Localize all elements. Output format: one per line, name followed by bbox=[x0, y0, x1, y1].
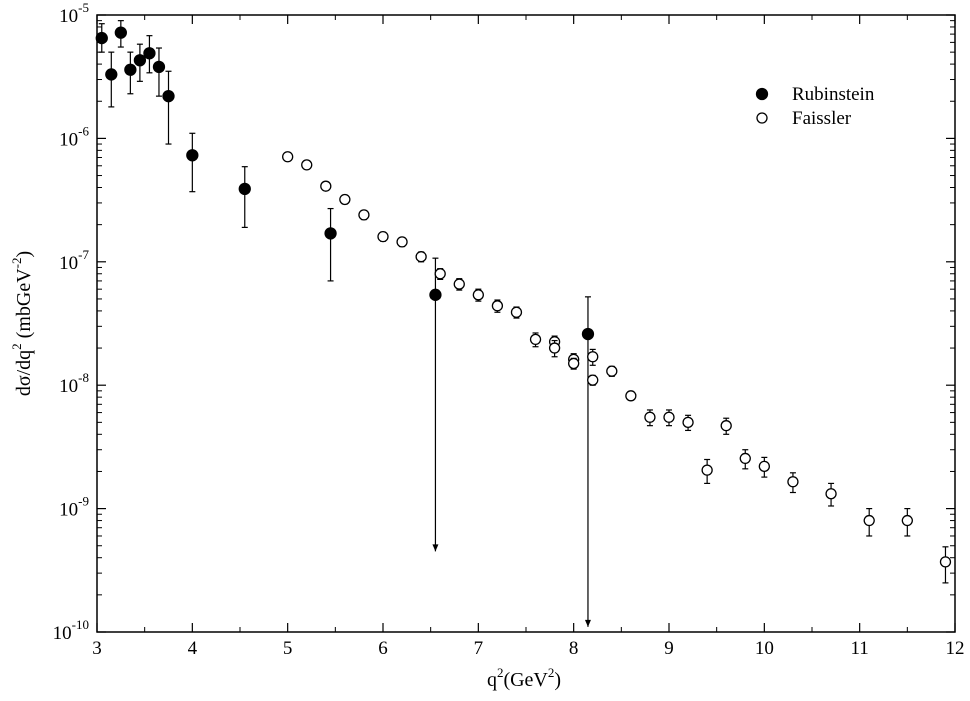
x-tick-label: 11 bbox=[851, 638, 869, 659]
error-bar bbox=[189, 132, 196, 193]
x-tick-label: 6 bbox=[378, 638, 388, 659]
data-point bbox=[720, 420, 732, 432]
x-tick-label: 8 bbox=[569, 638, 579, 659]
data-point bbox=[143, 47, 156, 60]
x-tick-label: 5 bbox=[283, 638, 293, 659]
data-point bbox=[625, 390, 637, 402]
error-bar bbox=[241, 166, 248, 229]
data-point bbox=[863, 514, 875, 527]
plot-series bbox=[95, 20, 952, 627]
data-point bbox=[581, 327, 595, 341]
data-point bbox=[682, 416, 694, 428]
data-point bbox=[152, 60, 166, 74]
data-point bbox=[739, 452, 751, 465]
data-point bbox=[453, 278, 465, 290]
error-bar-arrow bbox=[584, 619, 591, 627]
data-point bbox=[238, 182, 251, 196]
y-tick-label: 10-7 bbox=[59, 247, 89, 274]
data-point bbox=[939, 556, 952, 568]
data-point bbox=[568, 357, 580, 370]
axis-titles: q2(GeV2) dσ/dq2 (mbGeV-2) bbox=[9, 251, 561, 691]
data-point bbox=[606, 365, 618, 377]
x-tick-label: 10 bbox=[755, 638, 774, 659]
data-point bbox=[663, 411, 675, 423]
y-tick-label: 10-6 bbox=[59, 123, 89, 150]
data-point bbox=[787, 476, 799, 488]
axes: 3 4 5 6 7 8 9 10 11 12 10-10 10-9 10-8 10-7 10-6 10-5 bbox=[53, 0, 965, 659]
data-point bbox=[510, 306, 523, 318]
x-tick-label: 7 bbox=[474, 638, 484, 659]
data-point bbox=[396, 236, 408, 248]
legend: Rubinstein Faissler bbox=[755, 84, 875, 129]
data-point bbox=[377, 230, 389, 243]
y-tick-label: 10-9 bbox=[59, 494, 89, 521]
y-axis-title: dσ/dq2 (mbGeV-2) bbox=[9, 251, 35, 396]
series-faissler bbox=[282, 151, 952, 584]
x-tick-label: 3 bbox=[92, 638, 102, 659]
data-point bbox=[825, 488, 837, 500]
legend-label: Rubinstein bbox=[792, 84, 875, 105]
x-axis-title: q2(GeV2) bbox=[487, 665, 561, 691]
data-point bbox=[301, 159, 313, 171]
data-point bbox=[339, 193, 351, 206]
error-bar bbox=[432, 257, 439, 552]
data-point bbox=[358, 209, 370, 221]
legend-marker bbox=[755, 87, 769, 101]
x-tick-label: 12 bbox=[946, 638, 965, 659]
y-tick-label: 10-10 bbox=[53, 617, 89, 644]
data-point bbox=[529, 333, 542, 346]
data-point bbox=[587, 374, 599, 386]
legend-marker bbox=[756, 112, 768, 124]
data-point bbox=[133, 54, 147, 67]
data-point bbox=[548, 342, 561, 354]
data-point bbox=[320, 180, 332, 192]
y-tick-label: 10-5 bbox=[59, 0, 89, 27]
data-point bbox=[95, 31, 108, 45]
data-point bbox=[901, 514, 913, 527]
data-point bbox=[415, 251, 427, 263]
error-bar bbox=[327, 207, 334, 282]
data-point bbox=[429, 288, 442, 301]
error-bar bbox=[584, 296, 591, 627]
data-point bbox=[491, 300, 504, 312]
y-tick-label: 10-8 bbox=[59, 370, 89, 397]
x-tick-label: 4 bbox=[188, 638, 198, 659]
data-point bbox=[701, 464, 713, 476]
legend-label: Faissler bbox=[792, 108, 852, 129]
data-point bbox=[758, 460, 770, 472]
error-bar-arrow bbox=[432, 544, 439, 552]
data-point bbox=[186, 149, 199, 162]
data-point bbox=[124, 63, 137, 76]
data-point bbox=[472, 289, 484, 301]
x-tick-label: 9 bbox=[664, 638, 674, 659]
data-point bbox=[587, 351, 599, 363]
data-point bbox=[644, 411, 656, 423]
series-rubinstein bbox=[95, 20, 595, 627]
data-point bbox=[162, 89, 175, 103]
data-point bbox=[105, 68, 118, 81]
data-point bbox=[114, 26, 127, 39]
data-point bbox=[434, 268, 446, 280]
data-point bbox=[282, 151, 294, 163]
data-point bbox=[324, 227, 337, 240]
error-bar bbox=[165, 70, 172, 145]
